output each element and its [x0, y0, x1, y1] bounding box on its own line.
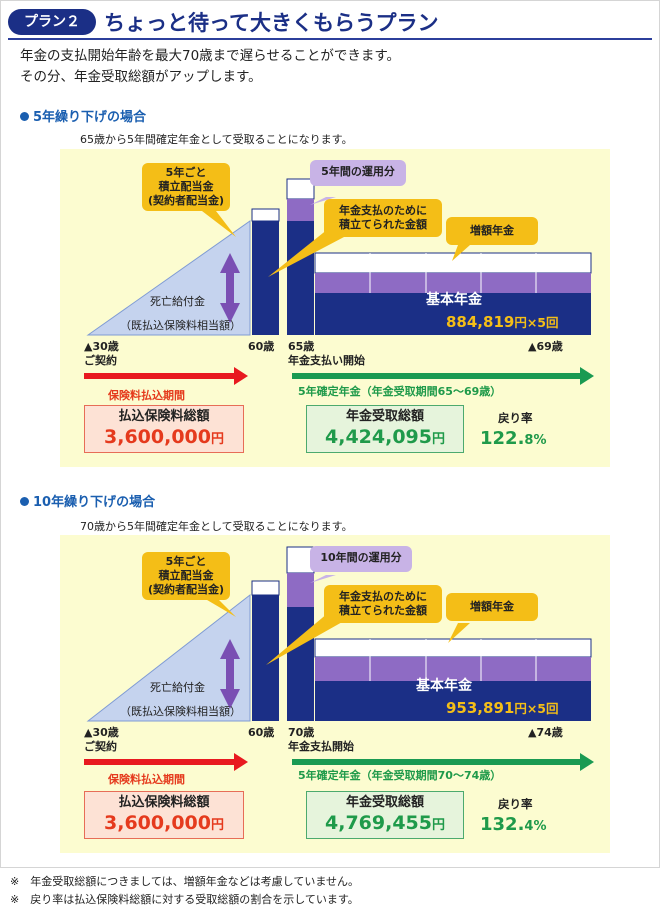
bullet-dot-icon — [20, 112, 29, 121]
annual-pension-amount: 884,819円×5回 — [446, 313, 559, 331]
dividend-segment — [251, 580, 280, 596]
reserve-callout: 年金支払のために 積立てられた金額 — [324, 199, 442, 237]
bonus-pension-row — [314, 252, 592, 274]
pension-period-arrow — [292, 753, 594, 771]
dividend-segment — [251, 208, 280, 222]
premium-total-value: 3,600,000円 — [104, 812, 224, 834]
basic-pension-block — [315, 681, 591, 721]
premium-total-label: 払込保険料総額 — [118, 409, 210, 424]
interest-callout: 5年間の運用分 — [310, 160, 406, 186]
footnote-2: ※ 戻り率は払込保険料総額に対する受取総額の割合を示しています。 — [10, 893, 359, 906]
pension-period-arrow — [292, 367, 594, 385]
bonus-callout: 増額年金 — [446, 593, 538, 621]
death-benefit-sublabel: （既払込保険料相当額） — [120, 319, 241, 332]
dividend-callout: 5年ごと 積立配当金 (契約者配当金) — [142, 163, 230, 211]
pension-total-value: 4,424,095円 — [325, 426, 445, 448]
premium-total-value: 3,600,000円 — [104, 426, 224, 448]
diagram-panel-10yr: 5年ごと 積立配当金 (契約者配当金) 10年間の運用分 年金支払のために 積立… — [60, 535, 610, 853]
death-benefit-label: 死亡給付金 — [150, 295, 205, 308]
bullet-dot-icon — [20, 497, 29, 506]
pension-year-dividers — [369, 253, 537, 293]
interest-segment — [287, 199, 314, 221]
return-rate-value: 132.4% — [480, 814, 547, 835]
interest-pointer — [310, 575, 336, 583]
dividend-segment-2 — [286, 546, 315, 574]
section-note: 70歳から5年間確定年金として受取ることになります。 — [80, 520, 353, 533]
premium-total-label: 払込保険料総額 — [118, 795, 210, 810]
intro-line-2: その分、年金受取総額がアップします。 — [20, 69, 262, 85]
age-pension-start: 70歳 — [288, 726, 315, 739]
interest-callout: 10年間の運用分 — [310, 546, 412, 572]
bonus-pension-row — [314, 638, 592, 658]
reserve-bar — [287, 221, 314, 335]
page-title: ちょっと待って大きくもらうプラン — [104, 11, 439, 35]
bonus-callout: 増額年金 — [446, 217, 538, 245]
pension-total-box: 年金受取総額 4,424,095円 — [306, 405, 464, 453]
interest-pension-row — [315, 273, 591, 293]
pension-total-label: 年金受取総額 — [345, 795, 424, 810]
age-pension-end: ▲69歳 — [528, 340, 563, 353]
basic-pension-block — [315, 293, 591, 335]
age-contract: ▲30歳 — [84, 726, 119, 739]
header-divider — [8, 38, 652, 40]
age-payment-end: 60歳 — [248, 340, 275, 353]
age-pension-start-sub: 年金支払い開始 — [288, 354, 365, 367]
bonus-pointer — [452, 245, 470, 261]
section-heading-5yr: 5年繰り下げの場合 — [20, 106, 146, 125]
pension-total-box: 年金受取総額 4,769,455円 — [306, 791, 464, 839]
premium-period-arrow — [84, 753, 248, 771]
reserve-bar — [287, 607, 314, 721]
section-note: 65歳から5年間確定年金として受取ることになります。 — [80, 133, 353, 146]
return-rate-label: 戻り率 — [498, 797, 533, 811]
intro-text: 年金の支払開始年齢を最大70歳まで遅らせることができます。 その分、年金受取総額… — [20, 46, 400, 88]
age-pension-start-sub: 年金支払開始 — [288, 740, 354, 753]
dividend-pointer — [202, 597, 236, 617]
reserve-pointer — [266, 613, 344, 665]
premium-period-arrow — [84, 367, 248, 385]
pension-period-label: 5年確定年金（年金受取期間65～69歳） — [298, 385, 502, 398]
timeline-diagram — [84, 546, 594, 771]
timeline-diagram — [84, 178, 594, 385]
dividend-callout: 5年ごと 積立配当金 (契約者配当金) — [142, 552, 230, 600]
section-heading-text: 10年繰り下げの場合 — [33, 495, 156, 510]
reserve-pointer — [268, 229, 344, 277]
death-benefit-arrow — [220, 639, 240, 709]
dividend-pointer — [202, 211, 236, 237]
death-benefit-sublabel: （既払込保険料相当額） — [120, 705, 241, 718]
pension-year-dividers — [369, 639, 537, 681]
bonus-pointer — [448, 623, 470, 643]
age-contract: ▲30歳 — [84, 340, 119, 353]
reserve-callout: 年金支払のために 積立てられた金額 — [324, 585, 442, 623]
age-payment-end: 60歳 — [248, 726, 275, 739]
death-benefit-arrow — [220, 253, 240, 323]
age-pension-start: 65歳 — [288, 340, 315, 353]
basic-pension-label: 基本年金 — [416, 678, 472, 694]
premium-total-box: 払込保険料総額 3,600,000円 — [84, 791, 244, 839]
section-heading-text: 5年繰り下げの場合 — [33, 110, 147, 125]
interest-segment — [287, 573, 314, 607]
diagram-panel-5yr: 5年ごと 積立配当金 (契約者配当金) 5年間の運用分 年金支払のために 積立て… — [60, 149, 610, 467]
section-heading-10yr: 10年繰り下げの場合 — [20, 491, 155, 510]
annual-pension-amount: 953,891円×5回 — [446, 699, 559, 717]
age-contract-sub: ご契約 — [84, 740, 117, 753]
premium-accumulation-triangle — [86, 593, 251, 722]
premium-accumulation-triangle — [86, 220, 251, 336]
pension-period-label: 5年確定年金（年金受取期間70～74歳） — [298, 769, 502, 782]
pension-total-label: 年金受取総額 — [345, 409, 424, 424]
accumulated-bar-60 — [252, 221, 279, 335]
intro-line-1: 年金の支払開始年齢を最大70歳まで遅らせることができます。 — [20, 48, 401, 64]
pension-total-value: 4,769,455円 — [325, 812, 445, 834]
return-rate-label: 戻り率 — [498, 411, 533, 425]
premium-total-box: 払込保険料総額 3,600,000円 — [84, 405, 244, 453]
plan-badge: プラン２ — [8, 9, 96, 35]
age-contract-sub: ご契約 — [84, 354, 117, 367]
footnote-1: ※ 年金受取総額につきましては、増額年金などは考慮していません。 — [10, 875, 360, 888]
basic-pension-label: 基本年金 — [426, 292, 482, 308]
interest-pension-row — [315, 657, 591, 681]
death-benefit-label: 死亡給付金 — [150, 681, 205, 694]
return-rate-value: 122.8% — [480, 428, 547, 449]
premium-period-label: 保険料払込期間 — [108, 389, 185, 402]
age-pension-end: ▲74歳 — [528, 726, 563, 739]
premium-period-label: 保険料払込期間 — [108, 773, 185, 786]
